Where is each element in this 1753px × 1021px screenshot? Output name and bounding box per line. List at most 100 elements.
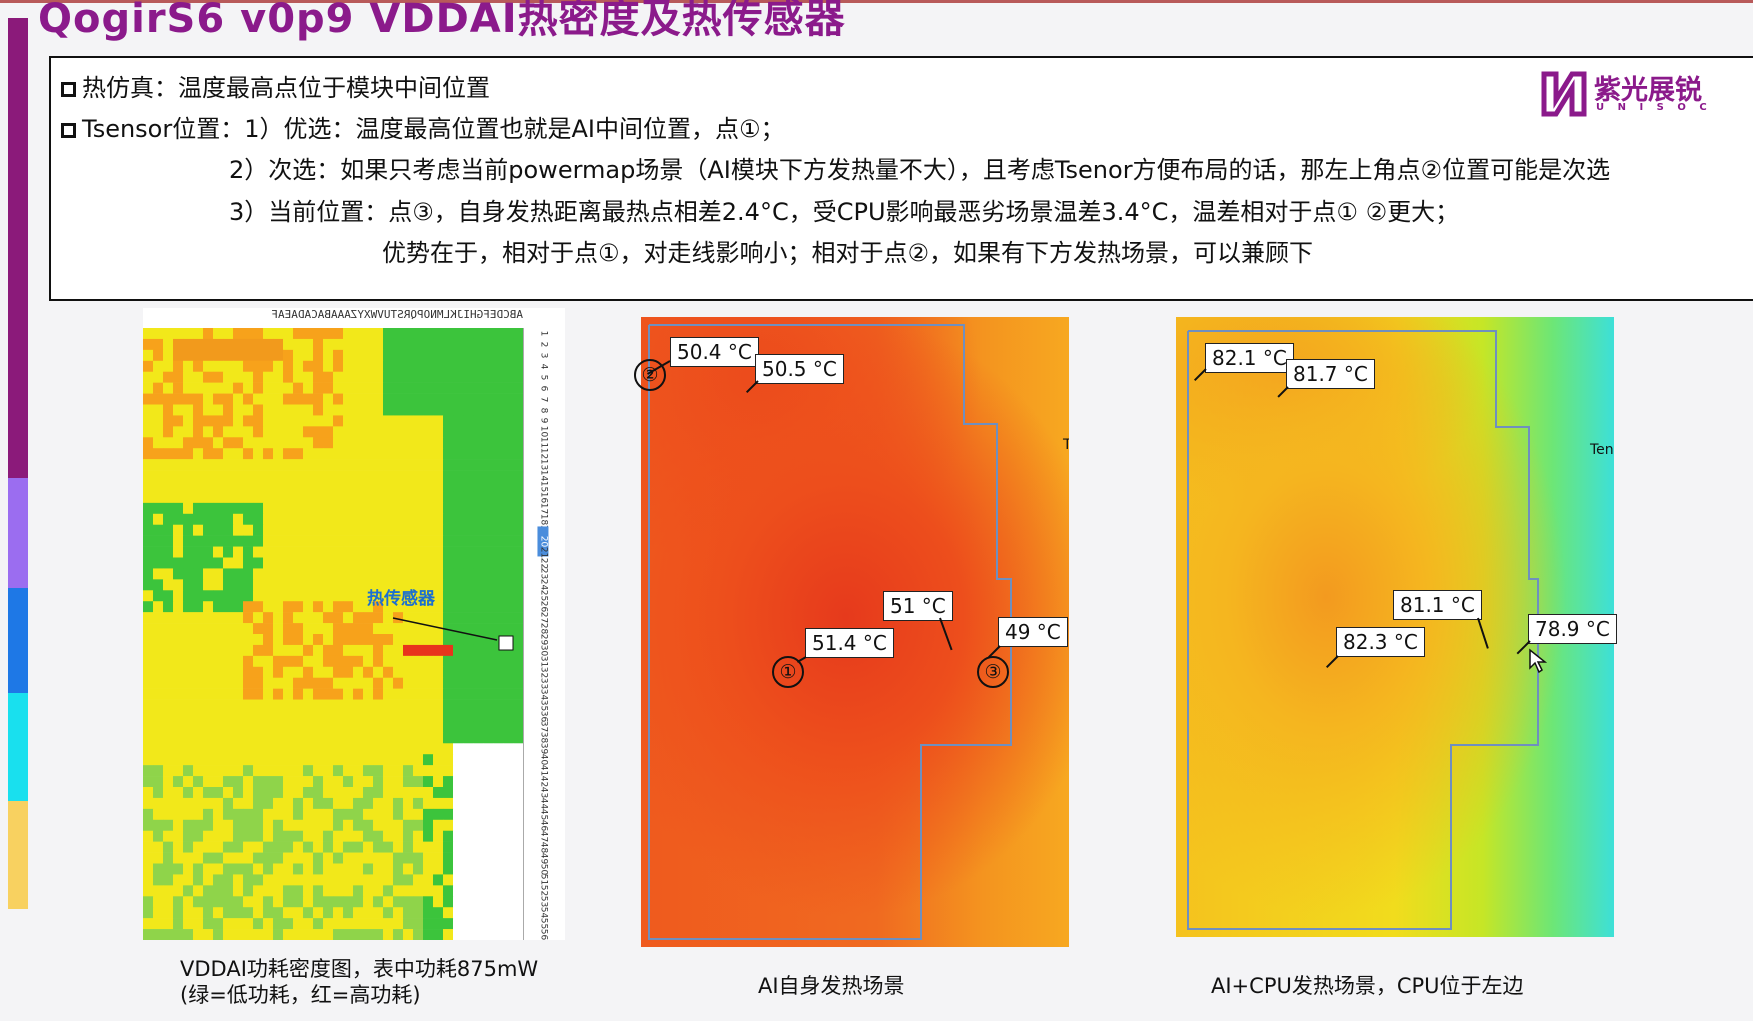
grid-cell [433,481,444,493]
grid-cell [143,470,154,482]
grid-cell [373,874,384,886]
grid-cell [203,776,214,788]
grid-cell [423,349,434,362]
grid-cell [263,557,274,569]
grid-cell [373,579,384,591]
grid-cell [143,502,154,515]
grid-cell [353,644,364,657]
grid-cell [153,688,164,700]
grid-cell [283,907,294,919]
grid-cell [283,655,294,668]
grid-cell [213,863,224,875]
grid-cell [153,590,164,602]
grid-cell [463,513,474,526]
grid-cell [173,393,184,405]
grid-cell [153,623,164,635]
grid-cell [463,666,474,679]
grid-cell [203,929,214,940]
grid-cell [463,349,474,362]
grid-cell [393,415,404,427]
grid-cell [213,830,224,842]
grid-cell [323,688,334,700]
grid-cell [463,677,474,689]
grid-cell [223,644,234,657]
grid-cell [343,863,354,875]
grid-cell [183,623,194,635]
grid-cell [423,535,434,547]
grid-cell [173,338,184,351]
grid-cell [503,579,514,591]
grid-cell [243,338,254,351]
grid-cell [453,732,464,744]
grid-cell [473,360,484,373]
grid-cell [483,590,494,602]
grid-cell [143,666,154,679]
grid-cell [193,415,204,427]
grid-cell [513,644,524,657]
grid-cell [223,896,234,908]
grid-cell [393,382,404,394]
temp-callout: 51 °C [883,591,953,621]
grid-cell [243,601,254,613]
grid-cell [443,491,454,504]
grid-cell [443,557,454,569]
grid-cell [173,459,184,471]
grid-cell [313,863,324,875]
grid-cell [283,470,294,482]
grid-cell [383,644,394,657]
grid-cell [293,830,304,842]
grid-cell [183,776,194,788]
grid-cell [353,415,364,427]
grid-cell [153,568,164,580]
grid-cell [143,863,154,875]
grid-cell [373,426,384,438]
grid-cell [353,426,364,438]
grid-cell [373,819,384,832]
grid-cell [383,710,394,722]
grid-cell [263,743,274,755]
grid-cell [283,797,294,810]
grid-cell [443,382,454,394]
grid-cell [383,524,394,536]
grid-cell [303,918,314,930]
grid-cell [453,688,464,700]
grid-cell [173,885,184,897]
grid-cell [393,601,404,613]
grid-cell [243,721,254,733]
grid-cell [343,743,354,755]
grid-cell [223,557,234,569]
grid-cell [233,852,244,864]
marker-point-2: ② [634,359,666,391]
grid-cell [143,732,154,744]
note-text-1: 热仿真：温度最高点位于模块中间位置 [82,74,490,102]
grid-cell [293,765,304,777]
grid-cell [373,393,384,405]
grid-cell [313,918,324,930]
grid-cell [413,896,424,908]
grid-cell [493,437,504,449]
grid-cell [323,404,334,416]
grid-cell [253,721,264,733]
grid-cell [303,502,314,515]
grid-cell [393,491,404,504]
grid-cell [273,590,284,602]
grid-cell [183,666,194,679]
grid-cell [453,721,464,733]
grid-cell [153,535,164,547]
grid-cell [383,579,394,591]
grid-cell [503,568,514,580]
grid-cell [363,743,374,755]
grid-cell [213,524,224,536]
grid-cell [233,437,244,449]
grid-cell [463,557,474,569]
grid-cell [443,470,454,482]
temp-callout: 50.5 °C [755,354,844,384]
grid-cell [343,852,354,864]
grid-cell [313,338,324,351]
grid-cell [443,677,454,689]
grid-cell [143,612,154,624]
grid-cell [493,929,504,940]
grid-cell [223,491,234,504]
grid-cell [383,590,394,602]
grid-cell [513,776,524,788]
